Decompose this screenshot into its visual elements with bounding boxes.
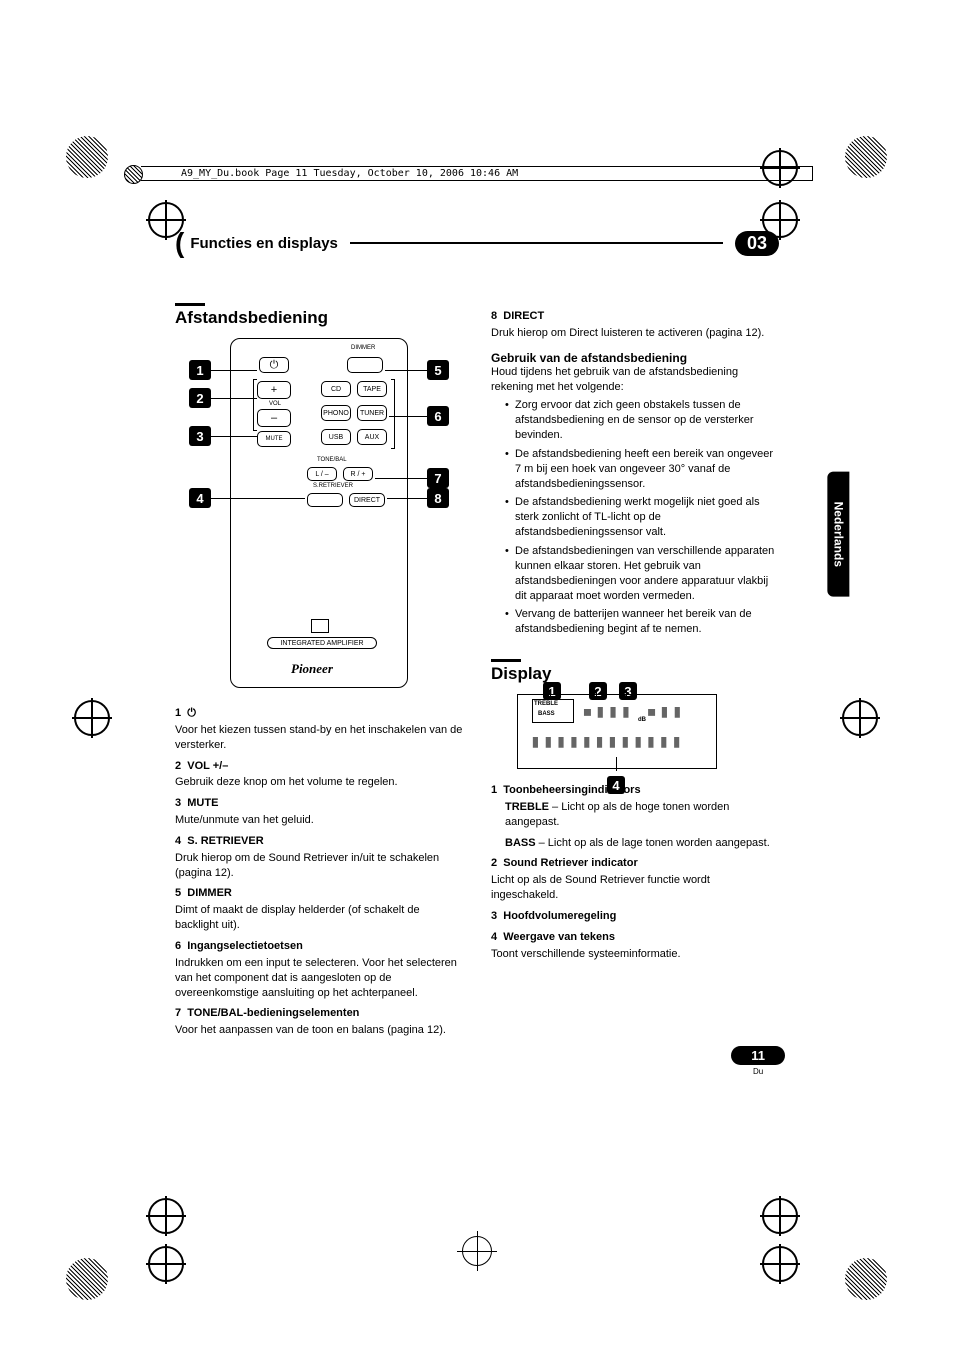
display-rule	[491, 659, 521, 662]
dimmer-label: DIMMER	[351, 345, 375, 351]
ditem-4: 4 Weergave van tekens	[491, 930, 779, 945]
regmark-l	[72, 698, 112, 738]
callout-1: 1	[189, 360, 211, 380]
lparen-icon: (	[175, 227, 184, 259]
hatch-tr	[845, 136, 887, 178]
usage-bullets: Zorg ervoor dat zich geen obstakels tuss…	[505, 398, 779, 637]
ditem-4-desc: Toont verschillende systeeminformatie.	[491, 947, 779, 962]
print-bar-text: A9_MY_Du.book Page 11 Tuesday, October 1…	[181, 168, 518, 179]
regmark-b2	[146, 1244, 186, 1284]
usage-intro: Houd tijdens het gebruik van de afstands…	[491, 365, 779, 395]
vol-label: VOL	[269, 401, 281, 407]
brand-logo: Pioneer	[291, 661, 333, 677]
item-1: 1 ⏻	[175, 706, 463, 721]
item-8: 8 DIRECT	[491, 309, 779, 324]
bullet-2: De afstandsbediening heeft een bereik va…	[505, 447, 779, 492]
print-bar: A9_MY_Du.book Page 11 Tuesday, October 1…	[141, 166, 813, 181]
tuner-button: TUNER	[357, 405, 387, 421]
hatch-tl	[66, 136, 108, 178]
page-number-value: 11	[731, 1046, 785, 1065]
regmark-r	[840, 698, 880, 738]
tape-button: TAPE	[357, 381, 387, 397]
segment-row-bot: ▮▮▮▮▮▮▮▮▮▮▮▮	[530, 731, 684, 752]
usage-heading: Gebruik van de afstandsbediening	[491, 351, 779, 365]
bass-desc: BASS – Licht op als de lage tonen worden…	[491, 836, 779, 851]
bullet-5: Vervang de batterijen wanneer het bereik…	[505, 607, 779, 637]
item-3-desc: Mute/unmute van het geluid.	[175, 813, 463, 828]
direct-button: DIRECT	[349, 493, 385, 507]
left-column: Afstandsbediening 1 2 3 4 5 6 7 8 DIMMER…	[175, 303, 463, 1038]
phono-button: PHONO	[321, 405, 351, 421]
dcallout-4: 4	[607, 776, 625, 794]
usb-button: USB	[321, 429, 351, 445]
amp-label: INTEGRATED AMPLIFIER	[267, 637, 377, 649]
ditem-2-desc: Licht op als de Sound Retriever functie …	[491, 873, 779, 903]
bullet-1: Zorg ervoor dat zich geen obstakels tuss…	[505, 398, 779, 443]
item-7-desc: Voor het aanpassen van de toon en balans…	[175, 1023, 463, 1038]
ditem-3: 3 Hoofdvolumeregeling	[491, 909, 779, 924]
heading-rule	[175, 303, 205, 306]
item-7: 7 TONE/BAL-bedieningselementen	[175, 1006, 463, 1021]
bullet-3: De afstandsbediening werkt mogelijk niet…	[505, 495, 779, 540]
right-column: 8 DIRECT Druk hierop om Direct luisteren…	[491, 303, 779, 1038]
ditem-2: 2 Sound Retriever indicator	[491, 856, 779, 871]
item-3: 3 MUTE	[175, 796, 463, 811]
chapter-bar: ( Functies en displays 03	[175, 227, 779, 259]
dimmer-button	[347, 357, 383, 373]
item-5: 5 DIMMER	[175, 886, 463, 901]
regmark-b3	[760, 1196, 800, 1236]
remote-diagram: DIMMER ⏻ + VOL – MUTE CD TAPE PHONO TUNE…	[230, 338, 408, 688]
item-8-desc: Druk hierop om Direct luisteren te activ…	[491, 326, 779, 341]
chapter-title: Functies en displays	[190, 235, 338, 252]
page-number-lang: Du	[731, 1067, 785, 1076]
mute-button: MUTE	[257, 431, 291, 447]
item-1-desc: Voor het kiezen tussen stand-by en het i…	[175, 723, 463, 753]
remote-heading: Afstandsbediening	[175, 308, 463, 328]
pioneer-logo-icon	[311, 619, 329, 633]
item-4: 4 S. RETRIEVER	[175, 834, 463, 849]
r-button: R / +	[343, 467, 373, 481]
tonebal-label: TONE/BAL	[317, 457, 347, 463]
segment-row-top: ▪▮▮▮ ▪▮▮	[582, 701, 685, 722]
l-button: L / –	[307, 467, 337, 481]
hatch-bl	[66, 1258, 108, 1300]
sret-button	[307, 493, 343, 507]
callout-3: 3	[189, 426, 211, 446]
power-button: ⏻	[259, 357, 289, 373]
item-4-desc: Druk hierop om de Sound Retriever in/uit…	[175, 851, 463, 881]
center-regmark	[457, 1231, 497, 1271]
item-5-desc: Dimt of maakt de display helderder (of s…	[175, 903, 463, 933]
hatch-br	[845, 1258, 887, 1300]
vol-down: –	[257, 409, 291, 427]
page-content: ( Functies en displays 03 Afstandsbedien…	[175, 227, 779, 1038]
display-diagram: TREBLE BASS dB ▪▮▮▮ ▪▮▮ ▮▮▮▮▮▮▮▮▮▮▮▮	[517, 694, 717, 769]
treble-desc: TREBLE – Licht op als de hoge tonen word…	[491, 800, 779, 830]
display-heading: Display	[491, 664, 779, 684]
item-6: 6 Ingangselectietoetsen	[175, 939, 463, 954]
sret-label: S.RETRIEVER	[313, 483, 353, 489]
cd-button: CD	[321, 381, 351, 397]
regmark-b4	[760, 1244, 800, 1284]
bullet-4: De afstandsbedieningen van verschillende…	[505, 544, 779, 603]
vol-up: +	[257, 381, 291, 399]
page-number: 11 Du	[731, 1046, 785, 1076]
language-tab: Nederlands	[827, 472, 849, 597]
callout-4: 4	[189, 488, 211, 508]
chapter-number: 03	[735, 231, 779, 256]
regmark-b1	[146, 1196, 186, 1236]
ditem-1: 1 Toonbeheersingindicators	[491, 783, 779, 798]
chapter-rule	[350, 242, 723, 244]
callout-2: 2	[189, 388, 211, 408]
item-2-desc: Gebruik deze knop om het volume te regel…	[175, 775, 463, 790]
item-2: 2 VOL +/–	[175, 759, 463, 774]
item-6-desc: Indrukken om een input te selecteren. Vo…	[175, 956, 463, 1001]
aux-button: AUX	[357, 429, 387, 445]
